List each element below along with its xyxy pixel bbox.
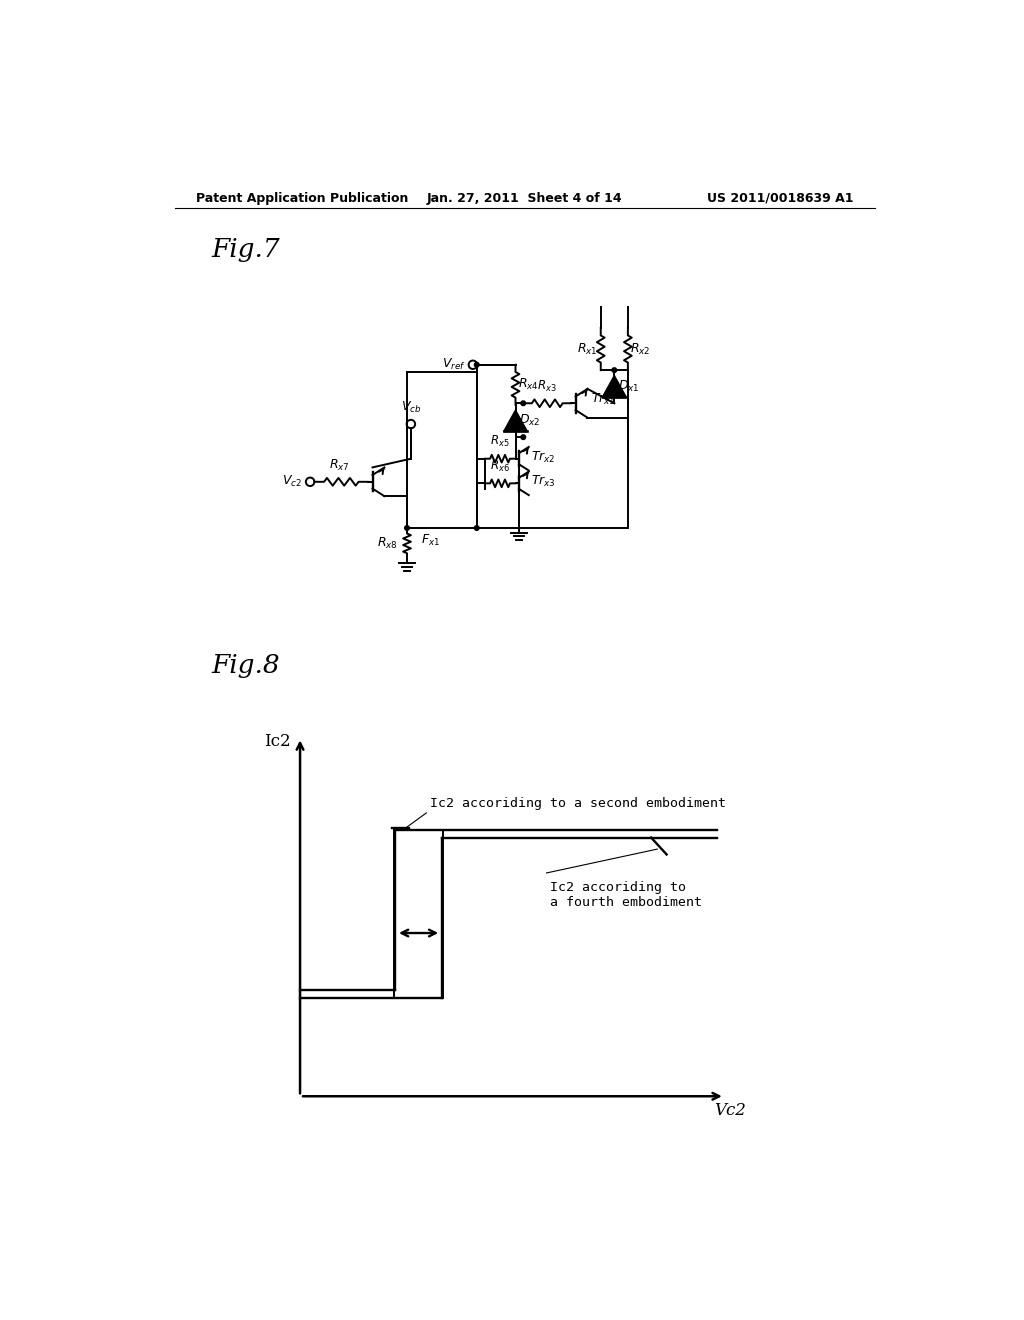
- Text: $R_{x8}$: $R_{x8}$: [377, 536, 397, 550]
- Text: $R_{x6}$: $R_{x6}$: [490, 459, 510, 474]
- Text: Ic2: Ic2: [264, 733, 291, 750]
- Text: $D_{x2}$: $D_{x2}$: [519, 413, 541, 428]
- Polygon shape: [504, 411, 527, 432]
- Polygon shape: [602, 376, 626, 397]
- Text: $Tr_{x2}$: $Tr_{x2}$: [531, 450, 556, 465]
- Text: $D_{x1}$: $D_{x1}$: [618, 379, 640, 393]
- Text: $R_{x5}$: $R_{x5}$: [490, 434, 510, 449]
- Text: Fig.8: Fig.8: [212, 652, 281, 677]
- Text: Ic2 accoriding to
a fourth embodiment: Ic2 accoriding to a fourth embodiment: [550, 880, 702, 908]
- Bar: [394, 830, 443, 998]
- Circle shape: [521, 401, 525, 405]
- Text: $R_{x4}$: $R_{x4}$: [518, 378, 539, 392]
- Text: $F_{x1}$: $F_{x1}$: [421, 533, 439, 548]
- Text: Patent Application Publication: Patent Application Publication: [197, 191, 409, 205]
- Text: $V_{c2}$: $V_{c2}$: [283, 474, 302, 490]
- Text: $R_{x1}$: $R_{x1}$: [578, 342, 598, 356]
- Text: $Tr_{x1}$: $Tr_{x1}$: [592, 392, 616, 407]
- Text: US 2011/0018639 A1: US 2011/0018639 A1: [707, 191, 853, 205]
- Circle shape: [474, 363, 479, 367]
- Text: $R_{x3}$: $R_{x3}$: [538, 379, 557, 395]
- Text: Ic2 accoriding to a second embodiment: Ic2 accoriding to a second embodiment: [430, 797, 726, 810]
- Text: Vc2: Vc2: [714, 1102, 746, 1118]
- Text: $R_{x2}$: $R_{x2}$: [630, 342, 650, 356]
- Circle shape: [612, 368, 616, 372]
- Circle shape: [521, 434, 525, 440]
- Text: Jan. 27, 2011  Sheet 4 of 14: Jan. 27, 2011 Sheet 4 of 14: [427, 191, 623, 205]
- Text: $Tr_{x3}$: $Tr_{x3}$: [531, 474, 556, 490]
- Text: Fig.7: Fig.7: [212, 236, 281, 261]
- Bar: [407, 372, 477, 528]
- Text: $R_{x7}$: $R_{x7}$: [329, 458, 349, 473]
- Text: $V_{ref}$: $V_{ref}$: [442, 356, 466, 371]
- Circle shape: [404, 525, 410, 531]
- Text: $V_{cb}$: $V_{cb}$: [400, 400, 421, 414]
- Circle shape: [474, 525, 479, 531]
